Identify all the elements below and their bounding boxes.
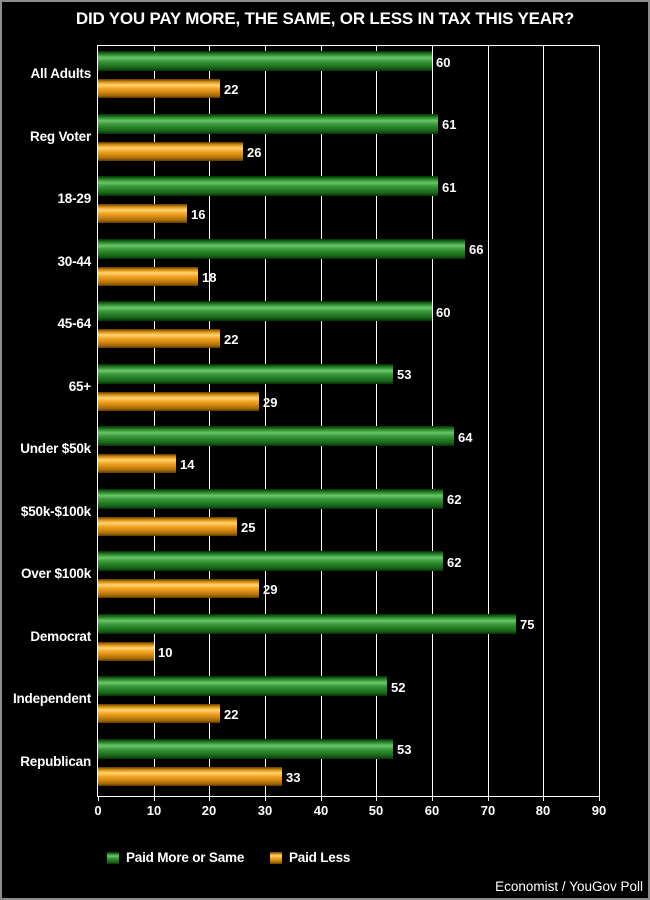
bar-value-label: 29 (263, 395, 278, 410)
bar-value-label: 22 (224, 332, 239, 347)
x-axis-tick-label: 10 (146, 803, 162, 818)
source-attribution: Economist / YouGov Poll (495, 879, 643, 894)
category-label: $50k-$100k (20, 504, 91, 519)
bar-value-label: 53 (397, 367, 412, 382)
bar-value-label: 75 (520, 617, 535, 632)
bar-value-label: 64 (458, 430, 473, 445)
bar-green (98, 676, 387, 696)
bar-green (98, 614, 516, 634)
bar-green (98, 426, 454, 446)
x-axis-tick (321, 797, 322, 801)
bar-value-label: 33 (286, 770, 301, 785)
gridline (321, 46, 322, 796)
gridline (154, 46, 155, 796)
bar-value-label: 26 (247, 145, 262, 160)
bar-orange (98, 517, 237, 536)
bar-value-label: 14 (180, 457, 195, 472)
legend-swatch-orange-icon (270, 851, 282, 864)
bar-orange (98, 767, 282, 786)
gridline (432, 46, 433, 796)
category-label: Over $100k (20, 566, 91, 581)
category-label: Republican (20, 754, 91, 769)
category-label: All Adults (30, 66, 92, 81)
legend-item-paid-less: Paid Less (270, 850, 350, 865)
bar-green (98, 176, 438, 196)
bar-value-label: 60 (436, 305, 451, 320)
bar-value-label: 29 (263, 582, 278, 597)
gridline (265, 46, 266, 796)
bar-orange (98, 704, 220, 723)
bar-green (98, 239, 465, 259)
x-axis-tick (432, 797, 433, 801)
category-label: Under $50k (20, 441, 91, 456)
x-axis-tick (376, 797, 377, 801)
bar-green (98, 739, 393, 759)
plot-area: 60 22 61 26 61 16 66 18 60 22 53 29 64 14 62 25 62 29 75 10… (97, 45, 600, 797)
x-axis-tick (543, 797, 544, 801)
bar-green (98, 301, 432, 321)
bar-orange (98, 579, 259, 598)
bar-value-label: 22 (224, 82, 239, 97)
legend-item-paid-more-or-same: Paid More or Same (107, 850, 244, 865)
x-axis-tick (154, 797, 155, 801)
bar-value-label: 62 (447, 492, 462, 507)
category-label: Democrat (30, 629, 91, 644)
bar-value-label: 52 (391, 680, 406, 695)
bar-value-label: 22 (224, 707, 239, 722)
category-label: 18-29 (57, 191, 91, 206)
bar-green (98, 114, 438, 134)
x-axis-tick (265, 797, 266, 801)
bar-value-label: 61 (442, 180, 457, 195)
legend-swatch-green-icon (107, 851, 119, 864)
gridline (543, 46, 544, 796)
chart-title: DID YOU PAY MORE, THE SAME, OR LESS IN T… (75, 9, 575, 28)
bar-value-label: 10 (158, 645, 173, 660)
bar-orange (98, 267, 198, 286)
bar-value-label: 53 (397, 742, 412, 757)
x-axis-tick-label: 60 (424, 803, 440, 818)
legend-label: Paid Less (289, 850, 351, 865)
x-axis-tick-label: 0 (94, 803, 102, 818)
bar-value-label: 18 (202, 270, 217, 285)
category-label: 65+ (68, 379, 92, 394)
gridline (488, 46, 489, 796)
bar-orange (98, 392, 259, 411)
category-label: Reg Voter (30, 129, 91, 144)
bar-orange (98, 642, 154, 661)
category-label: 45-64 (57, 316, 91, 331)
x-axis-tick (599, 797, 600, 801)
x-axis-tick (488, 797, 489, 801)
gridline (376, 46, 377, 796)
x-axis-tick (209, 797, 210, 801)
x-axis-tick-label: 50 (368, 803, 384, 818)
bar-green (98, 51, 432, 71)
bar-value-label: 16 (191, 207, 206, 222)
bar-orange (98, 142, 243, 161)
bar-green (98, 551, 443, 571)
bar-orange (98, 79, 220, 98)
legend-label: Paid More or Same (126, 850, 245, 865)
bar-orange (98, 329, 220, 348)
gridline (209, 46, 210, 796)
x-axis-tick-label: 30 (257, 803, 273, 818)
bar-orange (98, 454, 176, 473)
bar-value-label: 60 (436, 55, 451, 70)
category-label: Independent (12, 691, 91, 706)
bar-value-label: 66 (469, 242, 484, 257)
bar-green (98, 489, 443, 509)
bar-value-label: 62 (447, 555, 462, 570)
y-axis-labels: All Adults Reg Voter 18-29 30-44 45-64 65+ Und… (2, 45, 91, 795)
bar-orange (98, 204, 187, 223)
bar-value-label: 61 (442, 117, 457, 132)
x-axis-tick-label: 80 (535, 803, 551, 818)
x-axis-tick-label: 40 (313, 803, 329, 818)
x-axis-tick-label: 90 (591, 803, 607, 818)
x-axis-tick-label: 70 (480, 803, 496, 818)
bar-green (98, 364, 393, 384)
x-axis-tick-label: 20 (201, 803, 217, 818)
bar-value-label: 25 (241, 520, 256, 535)
x-axis-tick (98, 797, 99, 801)
category-label: 30-44 (57, 254, 91, 269)
